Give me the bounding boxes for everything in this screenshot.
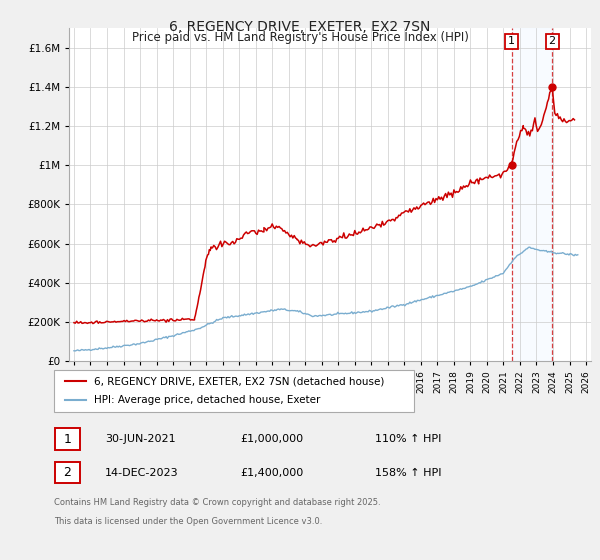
Text: Contains HM Land Registry data © Crown copyright and database right 2025.: Contains HM Land Registry data © Crown c… bbox=[54, 498, 380, 507]
FancyBboxPatch shape bbox=[54, 370, 414, 412]
Text: 30-JUN-2021: 30-JUN-2021 bbox=[105, 434, 176, 444]
Text: 14-DEC-2023: 14-DEC-2023 bbox=[105, 468, 179, 478]
Text: 2: 2 bbox=[64, 466, 71, 479]
Bar bbox=[512, 28, 552, 361]
Text: £1,400,000: £1,400,000 bbox=[240, 468, 303, 478]
Text: 6, REGENCY DRIVE, EXETER, EX2 7SN (detached house): 6, REGENCY DRIVE, EXETER, EX2 7SN (detac… bbox=[94, 376, 384, 386]
Text: 110% ↑ HPI: 110% ↑ HPI bbox=[375, 434, 442, 444]
Text: 1: 1 bbox=[64, 432, 71, 446]
Text: This data is licensed under the Open Government Licence v3.0.: This data is licensed under the Open Gov… bbox=[54, 517, 322, 526]
Text: HPI: Average price, detached house, Exeter: HPI: Average price, detached house, Exet… bbox=[94, 395, 320, 405]
Text: 2: 2 bbox=[548, 36, 556, 46]
Text: 158% ↑ HPI: 158% ↑ HPI bbox=[375, 468, 442, 478]
FancyBboxPatch shape bbox=[55, 462, 80, 483]
Text: 1: 1 bbox=[508, 36, 515, 46]
Text: £1,000,000: £1,000,000 bbox=[240, 434, 303, 444]
FancyBboxPatch shape bbox=[55, 428, 80, 450]
Text: 6, REGENCY DRIVE, EXETER, EX2 7SN: 6, REGENCY DRIVE, EXETER, EX2 7SN bbox=[169, 20, 431, 34]
Text: Price paid vs. HM Land Registry's House Price Index (HPI): Price paid vs. HM Land Registry's House … bbox=[131, 31, 469, 44]
